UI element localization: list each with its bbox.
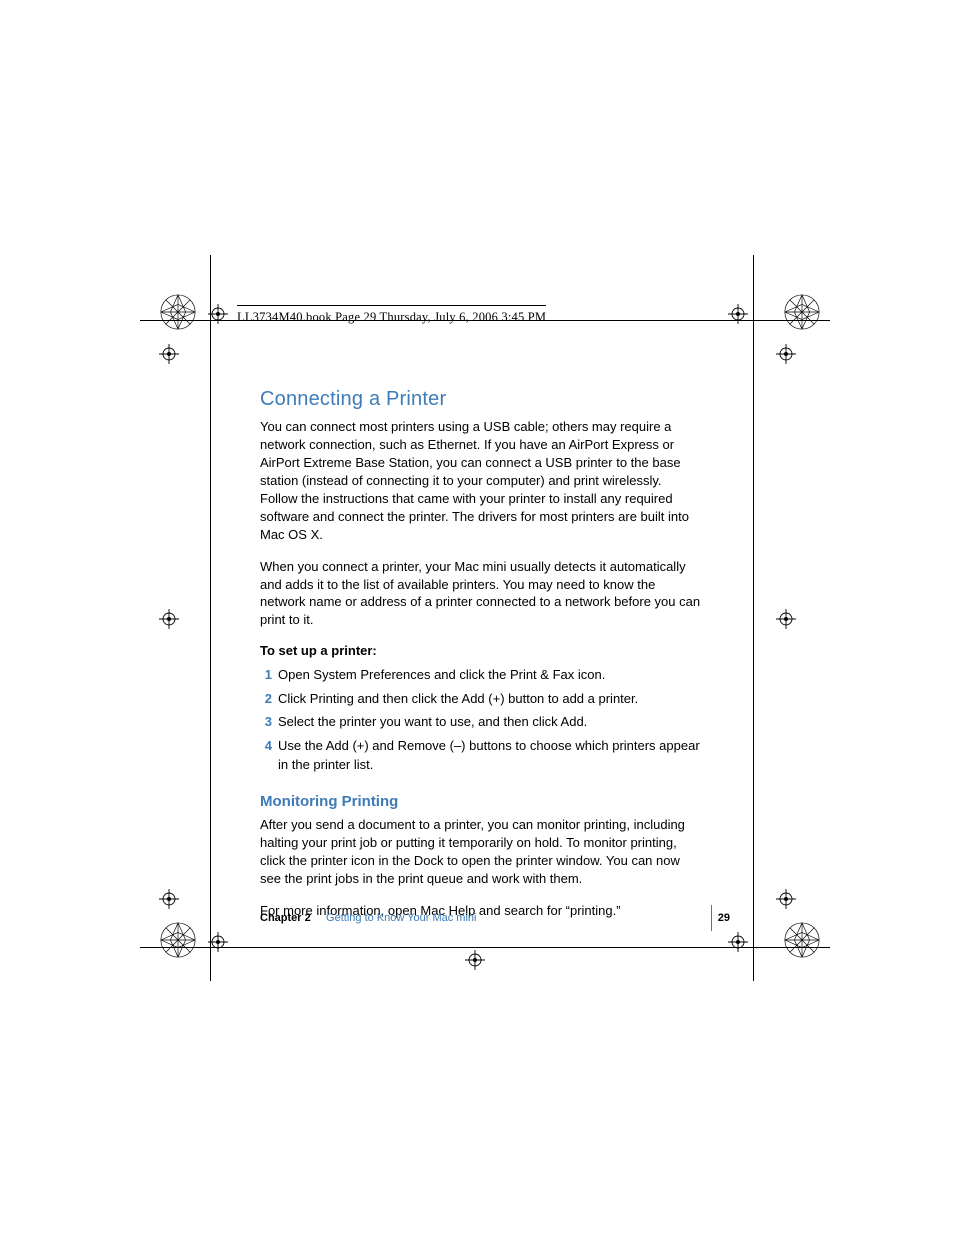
step-item: 2Click Printing and then click the Add (… (278, 689, 701, 709)
steps-list: 1Open System Preferences and click the P… (260, 665, 701, 775)
header-text: LL3734M40.book Page 29 Thursday, July 6,… (237, 310, 546, 324)
page-header-line: LL3734M40.book Page 29 Thursday, July 6,… (237, 305, 546, 325)
footer-divider (711, 905, 712, 931)
sunburst-icon (783, 921, 821, 959)
step-text: Open System Preferences and click the Pr… (278, 665, 605, 685)
registration-mark-icon (159, 344, 179, 364)
registration-mark-icon (159, 889, 179, 909)
footer-left: Chapter 2 Getting to Know Your Mac mini (260, 912, 476, 924)
footer-right: 29 (711, 905, 730, 931)
crop-line (753, 273, 754, 963)
setup-heading: To set up a printer: (260, 643, 701, 658)
step-number: 2 (260, 689, 278, 709)
crop-line (140, 947, 830, 948)
sunburst-icon (783, 293, 821, 331)
chapter-label: Chapter 2 (260, 912, 311, 924)
registration-mark-icon (728, 932, 748, 952)
registration-mark-icon (776, 344, 796, 364)
chapter-title: Getting to Know Your Mac mini (326, 912, 476, 924)
registration-mark-icon (728, 304, 748, 324)
step-text: Use the Add (+) and Remove (–) buttons t… (278, 736, 701, 775)
page-footer: Chapter 2 Getting to Know Your Mac mini … (260, 905, 730, 931)
step-number: 1 (260, 665, 278, 685)
registration-mark-icon (159, 609, 179, 629)
section-heading: Connecting a Printer (260, 388, 701, 411)
page-number: 29 (718, 912, 730, 924)
sunburst-icon (159, 921, 197, 959)
paragraph: When you connect a printer, your Mac min… (260, 558, 701, 630)
registration-mark-icon (776, 889, 796, 909)
step-number: 4 (260, 736, 278, 775)
registration-mark-icon (208, 932, 228, 952)
subsection-heading: Monitoring Printing (260, 793, 701, 810)
step-number: 3 (260, 712, 278, 732)
crop-tick (753, 963, 754, 981)
crop-tick (210, 255, 211, 273)
registration-mark-icon (208, 304, 228, 324)
page: LL3734M40.book Page 29 Thursday, July 6,… (0, 0, 954, 1235)
sunburst-icon (159, 293, 197, 331)
step-text: Select the printer you want to use, and … (278, 712, 587, 732)
registration-mark-icon (776, 609, 796, 629)
step-item: 1Open System Preferences and click the P… (278, 665, 701, 685)
step-text: Click Printing and then click the Add (+… (278, 689, 638, 709)
paragraph: After you send a document to a printer, … (260, 816, 701, 888)
step-item: 4Use the Add (+) and Remove (–) buttons … (278, 736, 701, 775)
step-item: 3Select the printer you want to use, and… (278, 712, 701, 732)
registration-mark-icon (465, 950, 485, 970)
page-content: Connecting a Printer You can connect mos… (260, 388, 701, 934)
crop-tick (210, 963, 211, 981)
crop-tick (753, 255, 754, 273)
paragraph: You can connect most printers using a US… (260, 418, 701, 544)
crop-line (210, 273, 211, 963)
